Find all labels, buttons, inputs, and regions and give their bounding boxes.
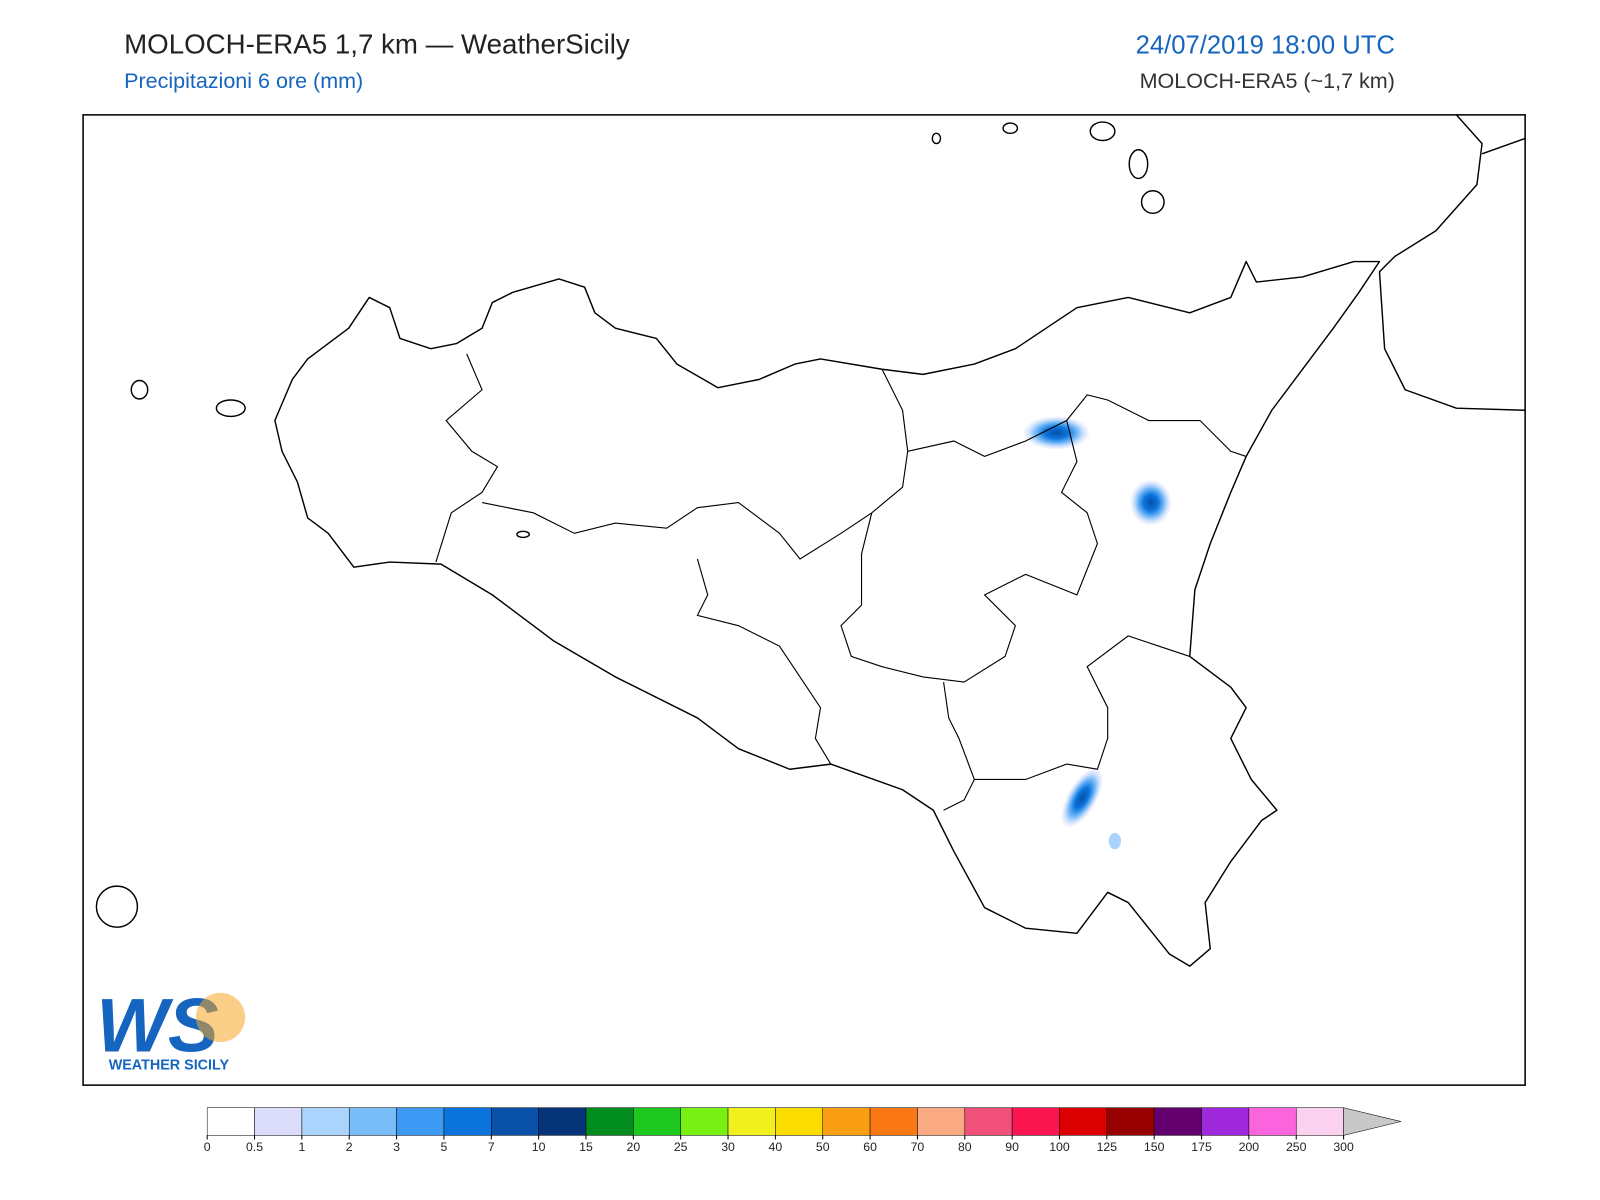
colorbar-tick-label: 1 bbox=[298, 1140, 305, 1154]
colorbar-tick-label: 10 bbox=[532, 1140, 546, 1154]
colorbar-tick-label: 7 bbox=[488, 1140, 495, 1154]
datetime: 24/07/2019 18:00 UTC bbox=[1136, 31, 1395, 59]
colorbar-segment bbox=[491, 1107, 539, 1136]
colorbar-tick-label: 2 bbox=[346, 1140, 353, 1154]
colorbar-segment bbox=[964, 1107, 1013, 1136]
title: MOLOCH-ERA5 1,7 km — WeatherSicily bbox=[124, 28, 630, 59]
colorbar-tick-label: 90 bbox=[1005, 1140, 1019, 1154]
map bbox=[95, 114, 1526, 967]
colorbar-segment bbox=[775, 1107, 823, 1136]
colorbar: 0 0.5 1 2 3 5 7 10 15 20 25 30 40 50 60 70 80 90 100 125 150… bbox=[204, 1107, 1402, 1154]
subtitle: Precipitazioni 6 ore (mm) bbox=[124, 69, 363, 93]
colorbar-tick-label: 300 bbox=[1333, 1140, 1354, 1154]
colorbar-segment bbox=[1153, 1107, 1202, 1136]
colorbar-tick-label: 25 bbox=[674, 1140, 688, 1154]
colorbar-tick-label: 0 bbox=[204, 1140, 211, 1154]
colorbar-segment bbox=[348, 1107, 397, 1136]
colorbar-segment bbox=[680, 1107, 729, 1136]
colorbar-segment bbox=[1201, 1107, 1250, 1136]
colorbar-tick-label: 125 bbox=[1097, 1140, 1118, 1154]
colorbar-segment bbox=[822, 1107, 871, 1136]
colorbar-segment bbox=[443, 1107, 492, 1136]
colorbar-segment bbox=[206, 1107, 255, 1136]
colorbar-segment bbox=[301, 1107, 350, 1136]
colorbar-segment bbox=[1248, 1107, 1297, 1136]
colorbar-segment bbox=[1011, 1107, 1060, 1136]
colorbar-tick-label: 175 bbox=[1191, 1140, 1212, 1154]
precip-area bbox=[1023, 416, 1090, 450]
colorbar-tick-label: 40 bbox=[769, 1140, 783, 1154]
island bbox=[1128, 149, 1149, 180]
island bbox=[1140, 190, 1165, 215]
island bbox=[1089, 121, 1116, 142]
island bbox=[95, 885, 139, 928]
colorbar-tick-label: 3 bbox=[393, 1140, 400, 1154]
model-label: MOLOCH-ERA5 (~1,7 km) bbox=[1140, 69, 1395, 93]
colorbar-tick-label: 0.5 bbox=[246, 1140, 263, 1154]
colorbar-segment bbox=[396, 1107, 445, 1136]
colorbar-tick-label: 80 bbox=[958, 1140, 972, 1154]
colorbar-tick-label: 20 bbox=[626, 1140, 640, 1154]
island bbox=[130, 379, 149, 400]
colorbar-segment bbox=[633, 1107, 681, 1136]
province-borders bbox=[435, 353, 1247, 811]
island bbox=[931, 132, 942, 145]
precip-area bbox=[1061, 768, 1103, 828]
colorbar-segment bbox=[1106, 1107, 1155, 1136]
island bbox=[1002, 122, 1019, 135]
logo: WS WEATHER SICILY bbox=[96, 983, 246, 1074]
colorbar-segment bbox=[1059, 1107, 1108, 1136]
colorbar-extend bbox=[1343, 1107, 1402, 1136]
colorbar-tick-label: 30 bbox=[721, 1140, 735, 1154]
sicily-coast bbox=[274, 260, 1381, 967]
colorbar-tick-label: 200 bbox=[1239, 1140, 1260, 1154]
colorbar-tick-label: 150 bbox=[1144, 1140, 1165, 1154]
colorbar-segment bbox=[585, 1107, 634, 1136]
calabria-coast bbox=[1378, 114, 1526, 411]
precip-area bbox=[1108, 832, 1122, 850]
colorbar-segment bbox=[869, 1107, 918, 1136]
colorbar-segment bbox=[727, 1107, 776, 1136]
colorbar-segment bbox=[538, 1107, 587, 1136]
colorbar-tick-label: 5 bbox=[441, 1140, 448, 1154]
colorbar-segment bbox=[1295, 1107, 1344, 1136]
island bbox=[215, 399, 246, 418]
colorbar-segment bbox=[254, 1107, 303, 1136]
logo-brand: WEATHER SICILY bbox=[109, 1058, 230, 1074]
colorbar-tick-label: 100 bbox=[1049, 1140, 1070, 1154]
colorbar-tick-label: 60 bbox=[863, 1140, 877, 1154]
colorbar-tick-label: 70 bbox=[911, 1140, 925, 1154]
colorbar-tick-label: 50 bbox=[816, 1140, 830, 1154]
precip-area bbox=[1130, 480, 1172, 526]
island bbox=[516, 530, 530, 539]
colorbar-tick-label: 15 bbox=[579, 1140, 593, 1154]
colorbar-segment bbox=[917, 1107, 966, 1136]
map-frame bbox=[82, 114, 1526, 1086]
colorbar-tick-label: 250 bbox=[1286, 1140, 1307, 1154]
logo-sun bbox=[195, 992, 246, 1043]
